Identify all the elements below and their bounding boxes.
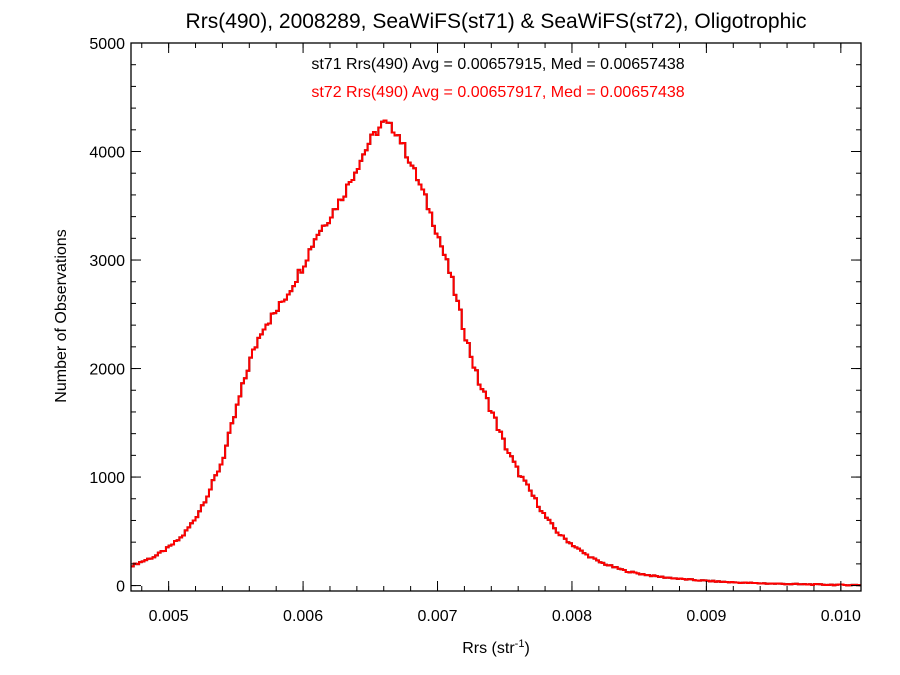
x-axis-label-superscript: -1 [515,638,525,650]
series-line-0 [131,119,861,587]
x-tick-label: 0.010 [821,608,861,625]
x-tick-label: 0.009 [686,608,726,625]
x-axis-label-main: Rrs (str [462,640,515,657]
x-tick-label: 0.005 [149,608,189,625]
series-layer [131,119,861,587]
y-axis-label: Number of Observations [53,229,70,402]
y-tick-label: 4000 [89,145,125,162]
x-axis-label-suffix: ) [524,640,529,657]
plot-frame [130,42,862,592]
y-tick-label: 2000 [89,362,125,379]
x-tick-label: 0.008 [552,608,592,625]
y-tick-label: 3000 [89,253,125,270]
series-line-1 [131,119,861,587]
plot-area: 0.005 0.006 0.007 0.008 0.009 0.010 0 1000 2000… [89,36,862,625]
y-tick-label: 5000 [89,36,125,53]
x-axis-ticks: 0.005 0.006 0.007 0.008 0.009 0.010 [141,43,861,625]
x-tick-label: 0.007 [417,608,457,625]
annotation-st71: st71 Rrs(490) Avg = 0.00657915, Med = 0.… [311,56,684,73]
chart-title: Rrs(490), 2008289, SeaWiFS(st71) & SeaWi… [186,10,807,33]
y-tick-label: 0 [116,579,125,596]
x-tick-label: 0.006 [283,608,323,625]
y-axis-ticks: 0 1000 2000 3000 4000 5000 [89,36,861,596]
x-axis-label: Rrs (str-1) [462,638,530,657]
annotation-st72: st72 Rrs(490) Avg = 0.00657917, Med = 0.… [311,84,684,101]
y-tick-label: 1000 [89,470,125,487]
